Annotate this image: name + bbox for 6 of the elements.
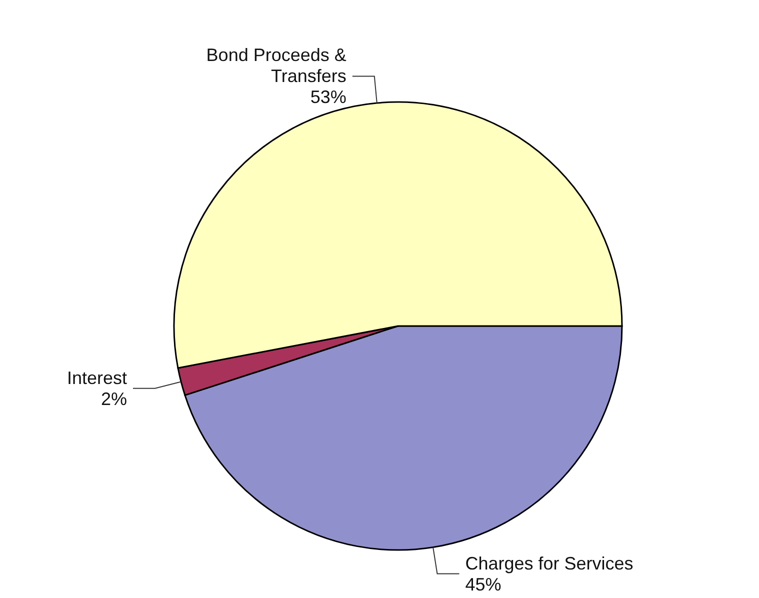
data-label: 53% [310,87,346,108]
slice-label: Bond Proceeds & Transfers [206,45,346,86]
data-label: 45% [465,574,502,594]
data-label: 2% [100,388,127,409]
slice-label: Charges for Services [465,553,634,574]
slice-label: Interest [66,368,127,388]
